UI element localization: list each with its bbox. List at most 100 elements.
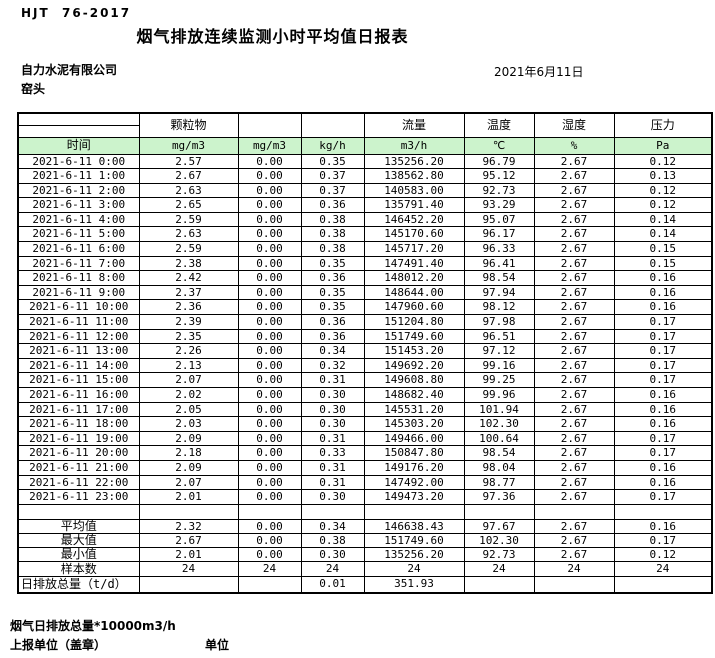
summary-value-cell: 135256.20: [363, 547, 465, 563]
data-row: 2021-6-11 19:00 2.09 0.00 0.31 149466.00 100.…: [17, 430, 713, 447]
value-cell: 2.59: [138, 211, 239, 228]
value-cell: 0.17: [613, 430, 713, 447]
value-cell: 0.00: [237, 489, 302, 505]
data-row: 2021-6-11 7:00 2.38 0.00 0.35 147491.40 96.41…: [17, 255, 713, 272]
value-cell: 2.67: [533, 168, 615, 184]
value-cell: 0.33: [300, 445, 365, 461]
data-row: 2021-6-11 9:00 2.37 0.00 0.35 148644.00 97.94…: [17, 284, 713, 301]
unit-label: 单位: [205, 638, 230, 652]
value-cell: 0.16: [613, 387, 713, 403]
value-cell: 98.77: [463, 474, 535, 491]
value-cell: 0.12: [613, 153, 713, 170]
value-cell: 0.38: [300, 211, 365, 228]
value-cell: 2.38: [138, 255, 239, 272]
value-cell: 0.00: [237, 430, 302, 447]
value-cell: 0.13: [613, 168, 713, 184]
value-cell: 95.07: [463, 211, 535, 228]
value-cell: 2.67: [533, 357, 615, 374]
value-cell: 2.65: [138, 197, 239, 213]
value-cell: 2.36: [138, 299, 239, 316]
value-cell: 2.67: [533, 241, 615, 257]
data-row: 2021-6-11 21:00 2.09 0.00 0.31 149176.20 98.0…: [17, 459, 713, 476]
summary-label-cell: 样本数: [17, 561, 140, 577]
report-table: 颗粒物 流量 温度 湿度 压力 时间 mg/m3 mg/m3 kg/h m3/h…: [17, 112, 713, 594]
value-cell: 0.16: [613, 284, 713, 301]
value-cell: 2.67: [533, 153, 615, 170]
value-cell: 2.67: [533, 459, 615, 476]
value-cell: 0.35: [300, 255, 365, 272]
daily-total-note: 烟气日排放总量*10000m3/h: [10, 619, 176, 633]
value-cell: 2.67: [533, 328, 615, 345]
time-cell: 2021-6-11 2:00: [17, 182, 140, 199]
value-cell: 2.67: [533, 284, 615, 301]
value-cell: 0.17: [613, 357, 713, 374]
summary-value-cell: 2.01: [138, 547, 239, 563]
value-cell: 2.67: [533, 314, 615, 330]
value-cell: 0.34: [300, 343, 365, 359]
time-cell: 2021-6-11 19:00: [17, 430, 140, 447]
value-cell: 0.00: [237, 401, 302, 418]
summary-value-cell: 0.00: [237, 532, 302, 549]
value-cell: 2.02: [138, 387, 239, 403]
value-cell: 0.00: [237, 445, 302, 461]
value-cell: 98.04: [463, 459, 535, 476]
header-group-flow: 流量: [363, 112, 465, 138]
value-cell: 96.51: [463, 328, 535, 345]
value-cell: 2.42: [138, 270, 239, 286]
unit-cell-pa: Pa: [613, 136, 713, 155]
summary-value-cell: 24: [613, 561, 713, 577]
value-cell: 96.41: [463, 255, 535, 272]
unit-header-row: 时间 mg/m3 mg/m3 kg/h m3/h ℃ % Pa: [17, 136, 713, 155]
time-cell: 2021-6-11 13:00: [17, 343, 140, 359]
unit-cell-pm: mg/m3: [138, 136, 239, 155]
value-cell: 0.00: [237, 284, 302, 301]
header-group-empty-1: [237, 112, 302, 138]
value-cell: 0.00: [237, 459, 302, 476]
value-cell: 0.31: [300, 474, 365, 491]
value-cell: 0.37: [300, 168, 365, 184]
value-cell: 140583.00: [363, 182, 465, 199]
value-cell: 97.36: [463, 489, 535, 505]
value-cell: 0.17: [613, 489, 713, 505]
data-row: 2021-6-11 5:00 2.63 0.00 0.38 145170.60 96.17…: [17, 226, 713, 243]
summary-value-cell: 97.67: [463, 518, 535, 534]
value-cell: 148012.20: [363, 270, 465, 286]
value-cell: 99.96: [463, 387, 535, 403]
reporting-unit-label: 上报单位（盖章）: [10, 638, 107, 652]
time-cell: 2021-6-11 5:00: [17, 226, 140, 243]
value-cell: 2.67: [533, 226, 615, 243]
data-row: 2021-6-11 0:00 2.57 0.00 0.35 135256.20 96.79…: [17, 153, 713, 170]
data-rows-section: 2021-6-11 0:00 2.57 0.00 0.35 135256.20 96.79…: [17, 153, 713, 505]
value-cell: 0.00: [237, 270, 302, 286]
value-cell: 0.00: [237, 387, 302, 403]
time-cell: 2021-6-11 7:00: [17, 255, 140, 272]
value-cell: 2.67: [533, 255, 615, 272]
data-row: 2021-6-11 10:00 2.36 0.00 0.35 147960.60 98.1…: [17, 299, 713, 316]
value-cell: 138562.80: [363, 168, 465, 184]
value-cell: 0.00: [237, 299, 302, 316]
value-cell: 2.63: [138, 226, 239, 243]
time-header-cell: 时间: [17, 136, 140, 155]
value-cell: 0.00: [237, 343, 302, 359]
header-group-pressure: 压力: [613, 112, 713, 138]
unit-cell-mg: mg/m3: [237, 136, 302, 155]
report-date: 2021年6月11日: [494, 65, 584, 79]
summary-value-cell: 0.16: [613, 518, 713, 534]
value-cell: 0.30: [300, 387, 365, 403]
time-cell: 2021-6-11 21:00: [17, 459, 140, 476]
summary-value-cell: 24: [463, 561, 535, 577]
summary-value-cell: [237, 575, 302, 594]
summary-value-cell: 2.67: [533, 532, 615, 549]
data-row: 2021-6-11 17:00 2.05 0.00 0.30 145531.20 101.…: [17, 401, 713, 418]
value-cell: 2.67: [533, 343, 615, 359]
value-cell: 97.12: [463, 343, 535, 359]
value-cell: 0.36: [300, 328, 365, 345]
value-cell: 2.67: [533, 416, 615, 432]
daily-total-row: 日排放总量（t/d） 0.01 351.93: [17, 575, 713, 594]
value-cell: 0.00: [237, 211, 302, 228]
summary-value-cell: 24: [300, 561, 365, 577]
value-cell: 98.54: [463, 445, 535, 461]
value-cell: 2.67: [533, 270, 615, 286]
value-cell: 0.38: [300, 241, 365, 257]
value-cell: 147492.00: [363, 474, 465, 491]
